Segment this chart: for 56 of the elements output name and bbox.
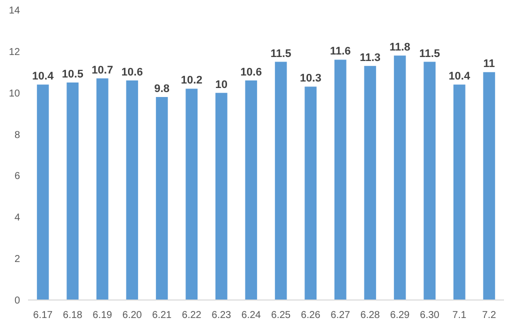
x-tick-label: 6.23	[212, 310, 232, 321]
y-tick-label: 2	[14, 254, 20, 266]
bar	[156, 97, 168, 300]
x-tick-label: 6.26	[300, 310, 321, 321]
bar	[304, 86, 317, 300]
data-label: 10	[215, 78, 228, 91]
y-tick-label: 8	[14, 130, 20, 141]
x-tick-label: 6.21	[152, 310, 172, 321]
data-label: 11.6	[330, 46, 351, 58]
data-label: 9.8	[154, 83, 170, 95]
bar	[483, 72, 496, 300]
bar	[245, 80, 258, 300]
data-label: 11.5	[419, 48, 440, 60]
bar	[364, 66, 376, 300]
x-tick-label: 6.24	[241, 310, 262, 321]
data-label: 11	[483, 58, 495, 70]
x-tick-label: 6.29	[390, 310, 410, 321]
y-tick-label: 14	[8, 6, 20, 16]
data-label: 10.2	[180, 74, 202, 87]
bar	[424, 62, 436, 300]
data-label: 10.4	[448, 70, 471, 83]
data-label: 11.8	[389, 42, 410, 54]
x-tick-label: 6.19	[92, 310, 113, 321]
bar	[66, 82, 79, 300]
x-tick-label: 6.22	[182, 310, 202, 321]
bar	[394, 56, 406, 300]
x-tick-label: 6.25	[271, 310, 292, 321]
data-label: 10.4	[32, 70, 54, 83]
data-label: 10.7	[92, 64, 114, 76]
x-tick-label: 6.28	[360, 310, 380, 321]
bar	[186, 88, 198, 300]
data-label: 10.6	[240, 66, 262, 78]
bar	[453, 84, 466, 300]
x-tick-label: 6.17	[33, 310, 54, 321]
data-label: 10.6	[121, 66, 143, 78]
bar	[215, 92, 228, 300]
x-tick-label: 7.2	[482, 310, 497, 321]
y-tick-label: 10	[8, 88, 20, 100]
y-tick-label: 12	[8, 46, 20, 58]
y-tick-label: 0	[14, 296, 20, 306]
bar	[96, 78, 108, 300]
x-tick-label: 6.30	[420, 310, 440, 321]
bar	[334, 60, 346, 300]
bar	[274, 62, 287, 300]
data-label: 11.5	[270, 48, 292, 60]
bar	[36, 84, 49, 300]
bar	[126, 80, 138, 300]
x-tick-label: 7.1	[452, 310, 467, 321]
data-label: 10.3	[300, 72, 322, 85]
data-label: 10.5	[62, 68, 84, 80]
x-tick-label: 6.27	[330, 310, 351, 321]
x-tick-label: 6.18	[62, 310, 83, 321]
y-tick-label: 4	[14, 212, 20, 224]
y-tick-label: 6	[14, 171, 20, 182]
data-label: 11.3	[360, 52, 381, 64]
x-tick-label: 6.20	[122, 310, 142, 321]
